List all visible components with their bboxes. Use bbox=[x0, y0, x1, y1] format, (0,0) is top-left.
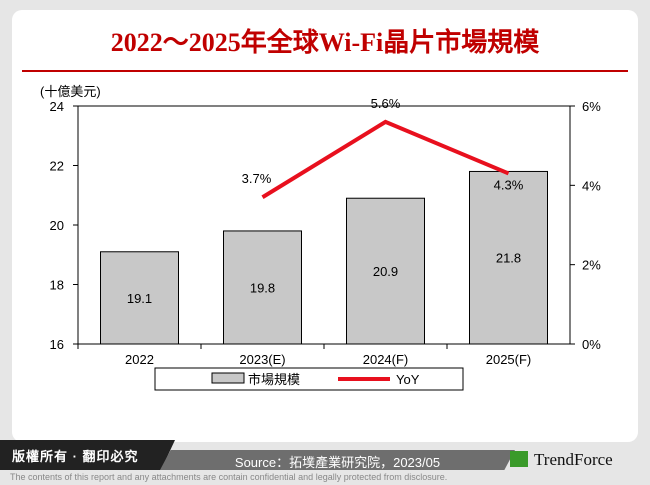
bar bbox=[223, 230, 302, 345]
bar bbox=[346, 197, 425, 345]
title-divider bbox=[22, 70, 628, 72]
bar-label: 19.8 bbox=[250, 280, 275, 295]
yoy-label: 5.6% bbox=[371, 96, 401, 111]
yoy-line bbox=[261, 119, 510, 199]
bar-label: 19.1 bbox=[127, 291, 152, 306]
disclaimer: The contents of this report and any atta… bbox=[10, 472, 448, 482]
legend-bar-swatch bbox=[211, 372, 245, 384]
brand-text: TrendForce bbox=[534, 450, 613, 469]
left-tick-label: 20 bbox=[50, 218, 64, 233]
x-tick-label: 2022 bbox=[125, 352, 154, 367]
right-tick-label: 2% bbox=[582, 258, 601, 273]
legend-bar-label: 市場規模 bbox=[248, 372, 300, 387]
left-tick-label: 22 bbox=[50, 159, 64, 174]
right-tick-label: 4% bbox=[582, 178, 601, 193]
yoy-label: 3.7% bbox=[242, 171, 272, 186]
x-tick-label: 2023(E) bbox=[239, 352, 285, 367]
footer-source-band bbox=[160, 450, 515, 470]
chart-title: 2022～2025年全球Wi-Fi晶片市場規模 bbox=[110, 28, 540, 57]
left-tick-label: 18 bbox=[50, 278, 64, 293]
legend-line-label: YoY bbox=[396, 372, 420, 387]
chart: (十億美元)16182022240%2%4%6%202219.12023(E)1… bbox=[40, 84, 601, 391]
bar-label: 20.9 bbox=[373, 264, 398, 279]
source-text: Source：拓墣產業研究院，2023/05 bbox=[234, 455, 441, 470]
right-tick-label: 6% bbox=[582, 99, 601, 114]
right-tick-label: 0% bbox=[582, 337, 601, 352]
left-tick-label: 16 bbox=[50, 337, 64, 352]
bar bbox=[469, 170, 548, 345]
copyright-text: 版權所有 · 翻印必究 bbox=[12, 449, 139, 464]
trendforce-logo-icon bbox=[510, 451, 528, 467]
x-tick-label: 2025(F) bbox=[486, 352, 532, 367]
footer-dark-band bbox=[0, 440, 175, 470]
yoy-label: 4.3% bbox=[494, 177, 524, 192]
bar-label: 21.8 bbox=[496, 251, 521, 266]
bar bbox=[100, 251, 179, 345]
y-axis-unit-label: (十億美元) bbox=[40, 84, 101, 99]
left-tick-label: 24 bbox=[50, 99, 64, 114]
trendforce-logo: TrendForce bbox=[510, 450, 613, 470]
x-tick-label: 2024(F) bbox=[363, 352, 409, 367]
